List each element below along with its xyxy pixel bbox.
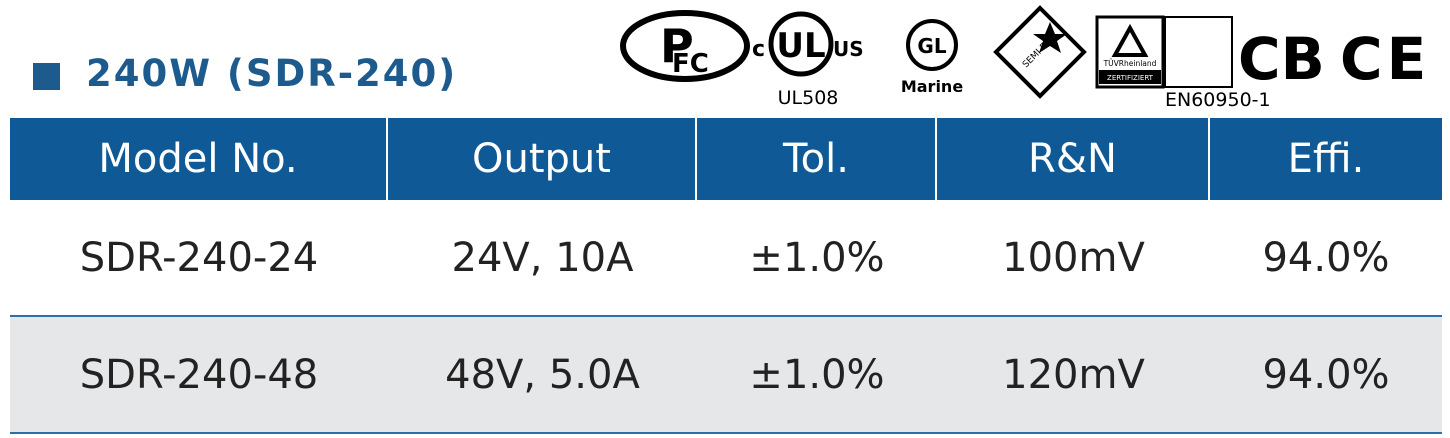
title: 240W (SDR-240): [86, 52, 458, 95]
cell: 48V, 5.0A: [445, 351, 640, 398]
ce-logo: CE: [1340, 25, 1430, 93]
cert-logos: P FC c UL US UL508 GL Marine SEMI F47 TÜ…: [620, 5, 1430, 111]
header-cell: Tol.: [697, 118, 937, 200]
table-row: SDR-240-48 48V, 5.0A ±1.0% 120mV 94.0%: [10, 317, 1442, 434]
table-header: Model No. Output Tol. R&N Effi.: [10, 118, 1442, 200]
tuv-cert: ZERTIFIZIERT: [1107, 74, 1154, 82]
pfc-text: FC: [672, 49, 709, 79]
gl-logo: [906, 19, 958, 71]
tuv-triangle: [1111, 23, 1149, 57]
header-cell: R&N: [937, 118, 1210, 200]
gl-label: Marine: [901, 77, 963, 96]
cell: 94.0%: [1262, 351, 1390, 398]
header-cell: Model No.: [10, 118, 388, 200]
cell: ±1.0%: [749, 234, 885, 281]
title-marker: [33, 63, 60, 90]
cell: 24V, 10A: [451, 234, 634, 281]
table-row: SDR-240-24 24V, 10A ±1.0% 100mV 94.0%: [10, 200, 1442, 317]
semi-logo: [993, 5, 1087, 99]
semi-star: [1033, 22, 1067, 53]
tuv-standard: EN60950-1: [1165, 89, 1271, 111]
pfc-logo: [620, 10, 750, 82]
header-cell: Output: [388, 118, 697, 200]
semi-text: SEMI F47: [1021, 34, 1057, 70]
ul-mark: UL: [776, 26, 825, 66]
ul-label: UL508: [778, 87, 839, 109]
tuv-info: [1164, 16, 1233, 88]
tuv-brand: TÜVRheinland: [1103, 59, 1157, 68]
tuv-box: [1095, 15, 1165, 89]
ul-c: c: [752, 37, 765, 62]
header-cell: Effi.: [1210, 118, 1442, 200]
ul-us: US: [833, 37, 864, 61]
cell: 94.0%: [1262, 234, 1390, 281]
pfc-p: P: [660, 19, 694, 73]
cell: ±1.0%: [749, 351, 885, 398]
cell: 120mV: [1002, 351, 1145, 398]
cell: SDR-240-24: [79, 234, 319, 281]
cb-logo: CB: [1238, 25, 1325, 93]
tuv-band: [1099, 70, 1161, 84]
gl-text: GL: [917, 34, 946, 58]
cell: SDR-240-48: [79, 351, 319, 398]
spec-table: Model No. Output Tol. R&N Effi. SDR-240-…: [10, 118, 1442, 434]
ul-logo: [768, 11, 834, 77]
cell: 100mV: [1002, 234, 1145, 281]
